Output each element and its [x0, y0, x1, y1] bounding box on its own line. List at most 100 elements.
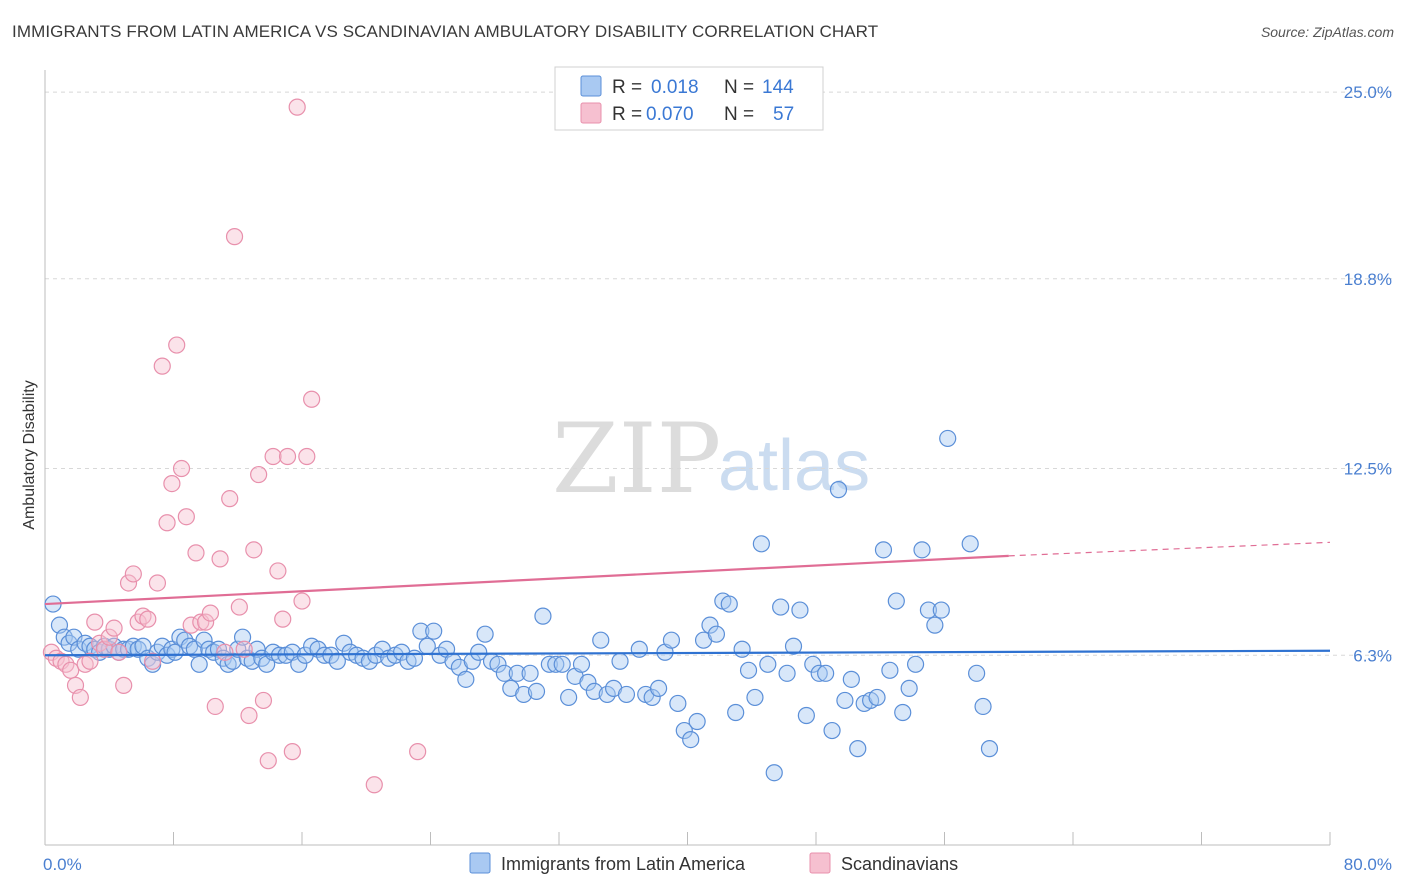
point-latin-america — [932, 601, 950, 619]
point-scandinavian — [86, 613, 104, 631]
trend-line-scandinavians — [44, 554, 1009, 606]
bottom-legend-swatch-pink — [809, 852, 831, 874]
point-latin-america — [585, 682, 603, 701]
point-latin-america — [919, 601, 938, 619]
watermark: ZIP atlas — [552, 403, 870, 515]
point-scandinavian — [139, 610, 157, 628]
point-scandinavian — [293, 592, 311, 610]
point-scandinavian — [278, 447, 297, 466]
point-scandinavian — [365, 776, 383, 794]
point-scandinavian — [134, 607, 152, 625]
point-latin-america — [534, 607, 552, 625]
point-scandinavian — [62, 661, 80, 679]
point-scandinavian — [235, 640, 253, 658]
point-latin-america — [791, 601, 809, 619]
point-latin-america — [515, 685, 533, 704]
point-scandinavian — [168, 336, 186, 354]
y-axis-label: Ambulatory Disability — [21, 380, 38, 529]
point-scandinavian — [153, 357, 171, 375]
point-latin-america — [727, 703, 745, 722]
point-latin-america — [887, 592, 905, 610]
point-latin-america — [611, 652, 629, 670]
point-latin-america — [874, 541, 893, 559]
point-latin-america — [457, 670, 475, 688]
point-latin-america — [489, 655, 507, 673]
point-scandinavian — [100, 628, 118, 646]
legend-r-value-pink: 0.070 — [646, 104, 694, 125]
point-latin-america — [476, 625, 494, 643]
point-latin-america — [662, 631, 681, 649]
point-latin-america — [797, 706, 815, 725]
point-latin-america — [772, 598, 790, 616]
point-latin-america — [980, 740, 999, 758]
point-latin-america — [335, 634, 353, 652]
point-latin-america — [521, 664, 539, 682]
point-latin-america — [190, 655, 208, 673]
series-scandinavians — [42, 98, 427, 794]
point-latin-america — [592, 631, 610, 649]
point-latin-america — [707, 625, 726, 643]
point-latin-america — [115, 640, 133, 658]
point-latin-america — [508, 664, 526, 682]
point-latin-america — [829, 481, 848, 499]
point-latin-america — [733, 640, 751, 658]
point-scandinavian — [144, 652, 162, 670]
point-latin-america — [560, 688, 578, 707]
point-latin-america — [894, 703, 912, 722]
point-latin-america — [810, 664, 828, 682]
point-scandinavian — [163, 474, 181, 493]
point-scandinavian — [303, 390, 321, 408]
x-tick-label-min: 0.0% — [43, 855, 82, 874]
point-latin-america — [598, 685, 616, 704]
watermark-zip: ZIP — [552, 403, 721, 515]
point-scandinavian — [110, 643, 128, 661]
point-scandinavian — [259, 752, 277, 770]
point-scandinavian — [115, 676, 133, 694]
watermark-atlas: atlas — [718, 426, 870, 506]
point-latin-america — [412, 622, 430, 640]
point-scandinavian — [187, 544, 205, 562]
y-tick-label: 6.3% — [1353, 646, 1392, 665]
point-latin-america — [405, 649, 424, 667]
chart-source: Source: ZipAtlas.com — [1260, 24, 1394, 40]
point-latin-america — [974, 697, 992, 716]
bottom-legend-swatch-blue — [469, 852, 491, 874]
point-latin-america — [778, 664, 796, 682]
legend-r-label-blue: R = — [612, 77, 642, 98]
legend-n-value-blue: 144 — [762, 77, 794, 98]
point-latin-america — [746, 688, 764, 707]
point-latin-america — [675, 721, 693, 740]
bottom-legend: Immigrants from Latin America Scandinavi… — [469, 852, 958, 874]
point-latin-america — [669, 694, 687, 713]
point-latin-america — [842, 670, 860, 688]
point-latin-america — [248, 640, 266, 658]
legend-box: R = 0.018 N = 144 R = 0.070 N = 57 — [554, 66, 824, 131]
y-tick-label: 25.0% — [1344, 83, 1392, 102]
point-latin-america — [76, 634, 94, 652]
point-scandinavian — [225, 228, 244, 246]
point-latin-america — [868, 688, 886, 707]
point-scandinavian — [71, 688, 89, 707]
bottom-legend-label-pink: Scandinavians — [841, 854, 958, 874]
point-scandinavian — [274, 610, 292, 628]
point-latin-america — [163, 640, 181, 658]
point-latin-america — [425, 622, 443, 640]
point-scandinavian — [245, 541, 263, 559]
point-latin-america — [579, 673, 597, 691]
point-latin-america — [547, 655, 565, 673]
point-latin-america — [849, 740, 867, 758]
point-latin-america — [688, 712, 706, 731]
point-scandinavian — [250, 465, 268, 484]
point-scandinavian — [158, 514, 176, 532]
point-scandinavian — [172, 459, 191, 478]
chart-title: IMMIGRANTS FROM LATIN AMERICA VS SCANDIN… — [12, 22, 879, 41]
point-latin-america — [617, 685, 636, 704]
trend-line-latin-america — [44, 649, 1331, 657]
point-scandinavian — [105, 619, 123, 637]
point-scandinavian — [221, 490, 239, 508]
point-scandinavian — [177, 508, 195, 526]
y-tick-label: 12.5% — [1344, 460, 1392, 479]
point-latin-america — [290, 655, 308, 673]
point-latin-america — [470, 643, 488, 661]
